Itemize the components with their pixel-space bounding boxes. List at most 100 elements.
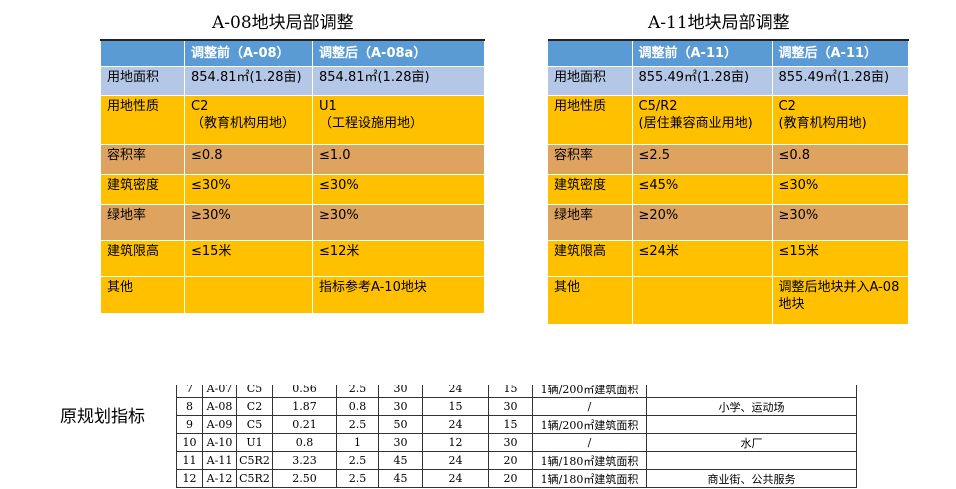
table-cell: 30: [378, 385, 423, 398]
table-row: 绿地率 ≥30% ≥30%: [100, 204, 485, 241]
table-cell: /: [532, 397, 647, 416]
table-row: 用地面积 855.49㎡(1.28亩) 855.49㎡(1.28亩): [548, 66, 909, 96]
value-after: 855.49㎡(1.28亩): [772, 66, 909, 96]
table-cell: 2.5: [336, 469, 379, 488]
value-after: U1 （工程设施用地）: [312, 95, 485, 145]
row-label: 绿地率: [100, 204, 185, 241]
table-cell: 3.23: [272, 451, 337, 470]
original-plan-table-crop: 7 A-07 C5 0.56 2.5 30 24 15 1辆/200㎡建筑面积 8 A-08 C2 1.…: [176, 385, 876, 489]
table-cell: 2.50: [272, 469, 337, 488]
table-cell: C5R2: [236, 469, 273, 488]
table-cell: 2.5: [336, 385, 379, 398]
table-cell: 0.8: [336, 397, 379, 416]
table-row: 用地性质 C5/R2 (居住兼容商业用地) C2 (教育机构用地): [548, 95, 909, 145]
row-label: 建筑密度: [100, 174, 185, 205]
value-after: ≤30%: [772, 174, 909, 205]
table-cell: [646, 385, 857, 398]
table-cell: 1辆/180㎡建筑面积: [532, 469, 647, 488]
table-cell: 12: [422, 433, 489, 452]
table-cell: 1辆/180㎡建筑面积: [532, 451, 647, 470]
table-cell: 8: [176, 397, 203, 416]
table-cell: 24: [422, 415, 489, 434]
table-cell: 15: [422, 397, 489, 416]
table-cell: 24: [422, 385, 489, 398]
table-cell: 50: [378, 415, 423, 434]
table-cell: 0.8: [272, 433, 337, 452]
value-after: ≤1.0: [312, 144, 485, 175]
header-cell: 调整前（A-08）: [184, 40, 313, 67]
table-row: 容积率 ≤0.8 ≤1.0: [100, 144, 485, 175]
table-cell: 30: [488, 397, 533, 416]
value-before: 854.81㎡(1.28亩): [184, 66, 313, 96]
table-cell: 1辆/200㎡建筑面积: [532, 415, 647, 434]
table-cell: 24: [422, 451, 489, 470]
value-before: [184, 276, 313, 314]
value-after: 854.81㎡(1.28亩): [312, 66, 485, 96]
right-adjustment-table: 调整前（A-11） 调整后（A-11） 用地面积 855.49㎡(1.28亩) 855.…: [548, 39, 909, 325]
row-label: 用地性质: [100, 95, 185, 145]
header-row: 调整前（A-08） 调整后（A-08a）: [100, 40, 485, 67]
table-row: 其他 调整后地块并入A-08地块: [548, 276, 909, 325]
value-before: ≥20%: [632, 204, 773, 241]
table-cell: A-07: [202, 385, 237, 398]
original-plan-table: 7 A-07 C5 0.56 2.5 30 24 15 1辆/200㎡建筑面积 8 A-08 C2 1.…: [176, 385, 857, 488]
header-row: 调整前（A-11） 调整后（A-11）: [548, 40, 909, 67]
table-cell: 2.5: [336, 415, 379, 434]
header-cell: 调整后（A-08a）: [312, 40, 485, 67]
value-after: ≤0.8: [772, 144, 909, 175]
value-before: ≤2.5: [632, 144, 773, 175]
table-cell: 24: [422, 469, 489, 488]
row-label: 用地面积: [100, 66, 185, 96]
table-cell: 7: [176, 385, 203, 398]
table-cell: C2: [236, 397, 273, 416]
header-cell: [548, 40, 633, 67]
table-cell: U1: [236, 433, 273, 452]
table-cell: 9: [176, 415, 203, 434]
table-cell: A-10: [202, 433, 237, 452]
value-before: ≤15米: [184, 240, 313, 277]
table-cell: 45: [378, 451, 423, 470]
table-cell: 1: [336, 433, 379, 452]
value-after: ≥30%: [312, 204, 485, 241]
row-label: 建筑限高: [100, 240, 185, 277]
value-before: ≤30%: [184, 174, 313, 205]
row-label: 其他: [100, 276, 185, 314]
value-before: 855.49㎡(1.28亩): [632, 66, 773, 96]
value-after: 调整后地块并入A-08地块: [772, 276, 909, 325]
value-after: 指标参考A-10地块: [312, 276, 485, 314]
left-table-title: A-08地块局部调整: [212, 13, 354, 33]
original-plan-label: 原规划指标: [60, 407, 145, 427]
table-row: 建筑密度 ≤30% ≤30%: [100, 174, 485, 205]
table-cell: 30: [378, 397, 423, 416]
table-cell: 2.5: [336, 451, 379, 470]
value-before: C2 （教育机构用地）: [184, 95, 313, 145]
value-before: ≤45%: [632, 174, 773, 205]
table-cell: 30: [378, 433, 423, 452]
table-row: 绿地率 ≥20% ≥30%: [548, 204, 909, 241]
table-row: 用地面积 854.81㎡(1.28亩) 854.81㎡(1.28亩): [100, 66, 485, 96]
table-row: 用地性质 C2 （教育机构用地） U1 （工程设施用地）: [100, 95, 485, 145]
table-cell: 45: [378, 469, 423, 488]
value-after: ≥30%: [772, 204, 909, 241]
table-cell: 0.21: [272, 415, 337, 434]
value-after: C2 (教育机构用地): [772, 95, 909, 145]
table-cell: C5: [236, 385, 273, 398]
header-cell: 调整前（A-11）: [632, 40, 773, 67]
value-before: ≤24米: [632, 240, 773, 277]
value-before: C5/R2 (居住兼容商业用地): [632, 95, 773, 145]
table-row: 建筑限高 ≤15米 ≤12米: [100, 240, 485, 277]
row-label: 容积率: [100, 144, 185, 175]
table-row: 12 A-12 C5R2 2.50 2.5 45 24 20 1辆/180㎡建筑面积 商业街、公共…: [176, 469, 857, 488]
table-cell: 30: [488, 433, 533, 452]
row-label: 用地面积: [548, 66, 633, 96]
table-cell: 1辆/200㎡建筑面积: [532, 385, 647, 398]
header-cell: 调整后（A-11）: [772, 40, 909, 67]
table-cell: [646, 451, 857, 470]
table-row: 建筑密度 ≤45% ≤30%: [548, 174, 909, 205]
value-after: ≤15米: [772, 240, 909, 277]
value-after: ≤30%: [312, 174, 485, 205]
table-row: 其他 指标参考A-10地块: [100, 276, 485, 314]
header-cell: [100, 40, 185, 67]
table-cell: 水厂: [646, 433, 857, 452]
row-label: 其他: [548, 276, 633, 325]
